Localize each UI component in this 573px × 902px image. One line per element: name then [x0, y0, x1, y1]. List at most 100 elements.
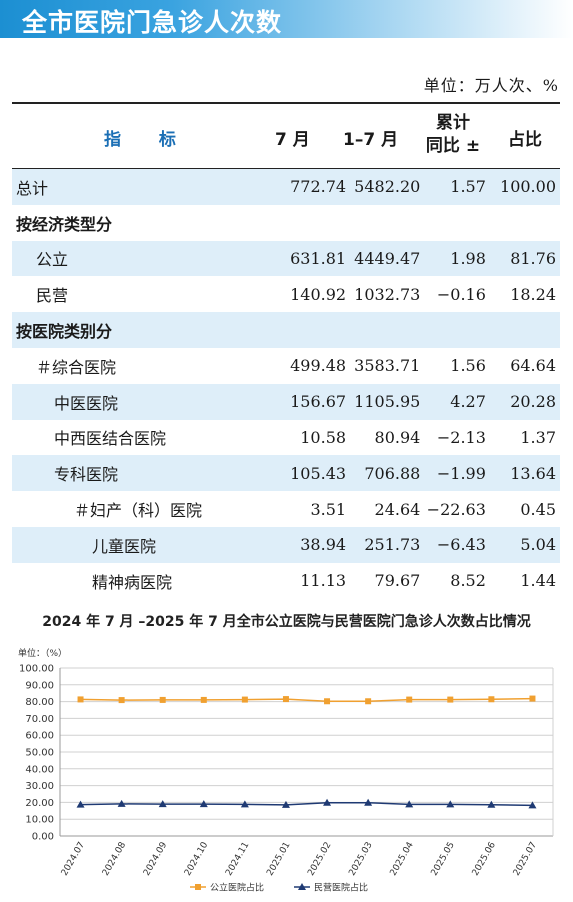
y-tick-label: 80.00	[25, 697, 54, 708]
cell-month7: 38.94	[275, 526, 347, 563]
legend-marker	[298, 883, 306, 890]
header-cumulative-line2: 同比 ±	[425, 136, 481, 156]
cell-months1-7: 80.94	[374, 427, 421, 447]
cell-yoy: −1.99	[420, 455, 486, 492]
data-point	[446, 800, 455, 808]
cell-month7: 10.58	[300, 427, 347, 447]
table-header: 指 标 7 月 1–7 月 累计 同比 ± 占比	[12, 104, 560, 168]
cell-share: 1.44	[520, 571, 556, 591]
table-row: 公立 631.81 4449.47 1.98 81.76	[12, 240, 560, 277]
data-point	[488, 696, 495, 703]
x-tick-label: 2025.05	[430, 841, 457, 878]
header-cumulative: 累计 同比 ±	[417, 112, 489, 158]
cell-share: 13.64	[485, 455, 560, 492]
data-point	[282, 696, 289, 703]
y-tick-label: 60.00	[25, 731, 54, 742]
data-point	[405, 800, 414, 808]
data-point	[77, 696, 84, 703]
row-label: 专科医院	[12, 455, 276, 492]
table-row: 专科医院 105.43 706.88 −1.99 13.64	[12, 455, 560, 492]
data-point	[323, 798, 332, 806]
legend-label: 公立医院占比	[210, 882, 264, 894]
cell-share: 81.76	[485, 240, 560, 277]
section-label: 按经济类型分	[16, 214, 113, 234]
data-point	[406, 696, 413, 703]
data-point	[324, 698, 331, 705]
legend-marker	[195, 884, 201, 890]
table-row: 总计 772.74 5482.20 1.57 100.00	[12, 169, 560, 205]
data-point	[240, 800, 249, 808]
cell-months1-7: 706.88	[346, 455, 421, 492]
table-header-rule	[12, 168, 560, 169]
table-row: 中医医院 156.67 1105.95 4.27 20.28	[12, 383, 560, 420]
section-label: 按医院类别分	[12, 312, 560, 348]
cell-month7: 772.74	[275, 169, 347, 205]
data-point	[117, 799, 126, 807]
cell-month7: 631.81	[275, 240, 347, 277]
row-label: 中医医院	[12, 383, 276, 420]
cell-yoy: 8.52	[450, 571, 486, 591]
y-tick-label: 90.00	[25, 680, 54, 691]
data-point	[76, 800, 85, 808]
row-label: 总计	[12, 169, 276, 205]
table-top-rule	[12, 102, 560, 104]
cell-share: 100.00	[485, 169, 560, 205]
title-bar: 全市医院门急诊人次数	[0, 0, 573, 38]
cell-yoy: 1.56	[450, 356, 486, 376]
data-point	[528, 801, 537, 809]
header-indicator: 指 标	[104, 130, 192, 150]
row-label: ＃综合医院	[36, 357, 117, 377]
cell-yoy: −0.16	[436, 284, 486, 304]
x-tick-label: 2024.11	[224, 841, 251, 878]
data-point	[365, 698, 372, 705]
cell-months1-7: 24.64	[374, 499, 421, 519]
data-point	[487, 800, 496, 808]
cell-share: 5.04	[485, 526, 560, 563]
data-point	[118, 697, 125, 704]
unit-label: 单位：万人次、%	[423, 76, 559, 95]
x-tick-label: 2025.01	[265, 841, 292, 878]
cell-months1-7: 4449.47	[346, 240, 421, 277]
data-point	[199, 800, 208, 808]
cell-share: 18.24	[510, 284, 556, 304]
table-row: ＃妇产（科）医院 3.51 24.64 −22.63 0.45	[12, 491, 560, 527]
section-row: 按经济类型分	[12, 205, 560, 241]
x-tick-label: 2024.07	[60, 841, 87, 878]
y-tick-label: 70.00	[25, 714, 54, 725]
row-label: 精神病医院	[92, 572, 173, 592]
y-tick-label: 20.00	[25, 798, 54, 809]
x-tick-label: 2025.03	[347, 841, 374, 878]
row-label: ＃妇产（科）医院	[74, 501, 203, 521]
data-point	[447, 696, 454, 703]
line-chart: 单位：（%） 0.00 10.00 20.00 30.00 40.00 50.00 60.00…	[18, 647, 554, 894]
row-label: 民营	[36, 286, 69, 306]
x-tick-label: 2024.10	[183, 840, 210, 877]
table-row: 中西医结合医院 10.58 80.94 −2.13 1.37	[12, 420, 560, 456]
table-row: ＃综合医院 499.48 3583.71 1.56 64.64	[12, 348, 560, 384]
row-label: 儿童医院	[12, 526, 276, 563]
cell-yoy: 1.57	[420, 169, 486, 205]
cell-months1-7: 3583.71	[354, 356, 421, 376]
cell-share: 0.45	[520, 499, 556, 519]
series-line-0	[80, 697, 533, 703]
header-months1-7: 1–7 月	[343, 130, 399, 150]
y-tick-label: 10.00	[25, 815, 54, 826]
y-tick-label: 100.00	[19, 664, 54, 675]
legend-label: 民营医院占比	[314, 882, 368, 894]
cell-share: 1.37	[520, 427, 556, 447]
cell-month7: 156.67	[275, 383, 347, 420]
x-tick-label: 2025.06	[471, 840, 498, 877]
cell-month7: 499.48	[290, 356, 347, 376]
cell-share: 64.64	[510, 356, 556, 376]
cell-months1-7: 79.67	[374, 571, 421, 591]
cell-yoy: 1.98	[420, 240, 486, 277]
cell-yoy: 4.27	[420, 383, 486, 420]
section-row: 按医院类别分	[12, 312, 560, 348]
cell-month7: 105.43	[275, 455, 347, 492]
y-axis-unit: 单位：（%）	[18, 647, 67, 659]
cell-month7: 140.92	[290, 284, 347, 304]
x-tick-label: 2024.08	[101, 840, 128, 877]
page-title: 全市医院门急诊人次数	[22, 8, 283, 37]
chart-title: 2024 年 7 月 –2025 年 7 月全市公立医院与民营医院门急诊人次数占…	[42, 614, 531, 630]
data-point	[364, 798, 373, 806]
